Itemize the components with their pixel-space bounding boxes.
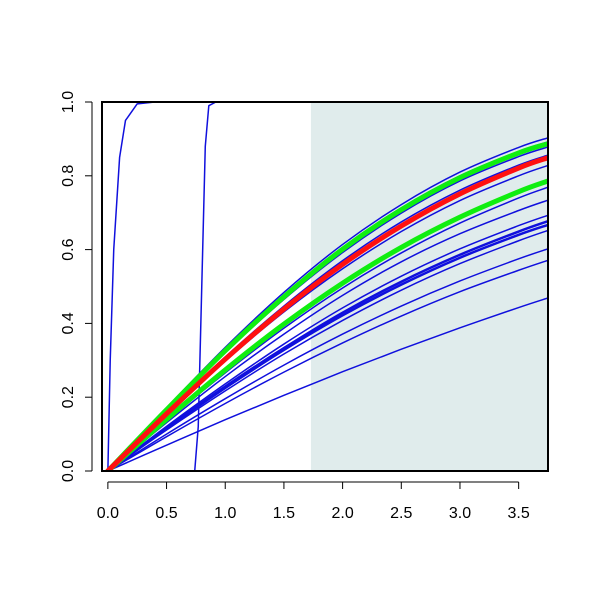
series-line-blue-7 (107, 248, 548, 471)
series-line-blue-6 (106, 219, 548, 471)
x-tick-label: 0.0 (97, 505, 119, 522)
series-layer (105, 102, 548, 471)
series-line-red-19 (105, 155, 548, 471)
series-line-blue-2 (107, 199, 548, 471)
series-line-blue-8 (107, 259, 548, 471)
y-axis: 0.0 0.2 0.4 0.6 0.8 1.0 (60, 91, 93, 482)
y-tick-label: 0.4 (60, 312, 77, 334)
plot-frame (101, 101, 549, 472)
y-tick-label: 0.2 (60, 386, 77, 408)
series-line-blue-4 (107, 229, 548, 471)
x-tick-label: 1.5 (273, 505, 295, 522)
x-tick-label: 2.0 (331, 505, 353, 522)
y-tick-label: 0.0 (60, 460, 77, 482)
series-line-green-17 (105, 141, 548, 471)
x-tick-label: 1.0 (214, 505, 236, 522)
series-line-blue-9 (107, 297, 548, 471)
series-line-green-18 (105, 178, 548, 471)
x-tick-label: 0.5 (155, 505, 177, 522)
y-tick-label: 1.0 (60, 91, 77, 113)
y-tick-label: 0.8 (60, 165, 77, 187)
x-axis: 0.0 0.5 1.0 1.5 2.0 2.5 3.0 3.5 (97, 481, 530, 522)
y-tick-label: 0.6 (60, 238, 77, 260)
series-line-blue-3 (107, 214, 548, 471)
shaded-region (310, 102, 548, 471)
x-tick-label: 2.5 (390, 505, 412, 522)
x-tick-label: 3.0 (449, 505, 471, 522)
x-tick-label: 3.5 (508, 505, 530, 522)
